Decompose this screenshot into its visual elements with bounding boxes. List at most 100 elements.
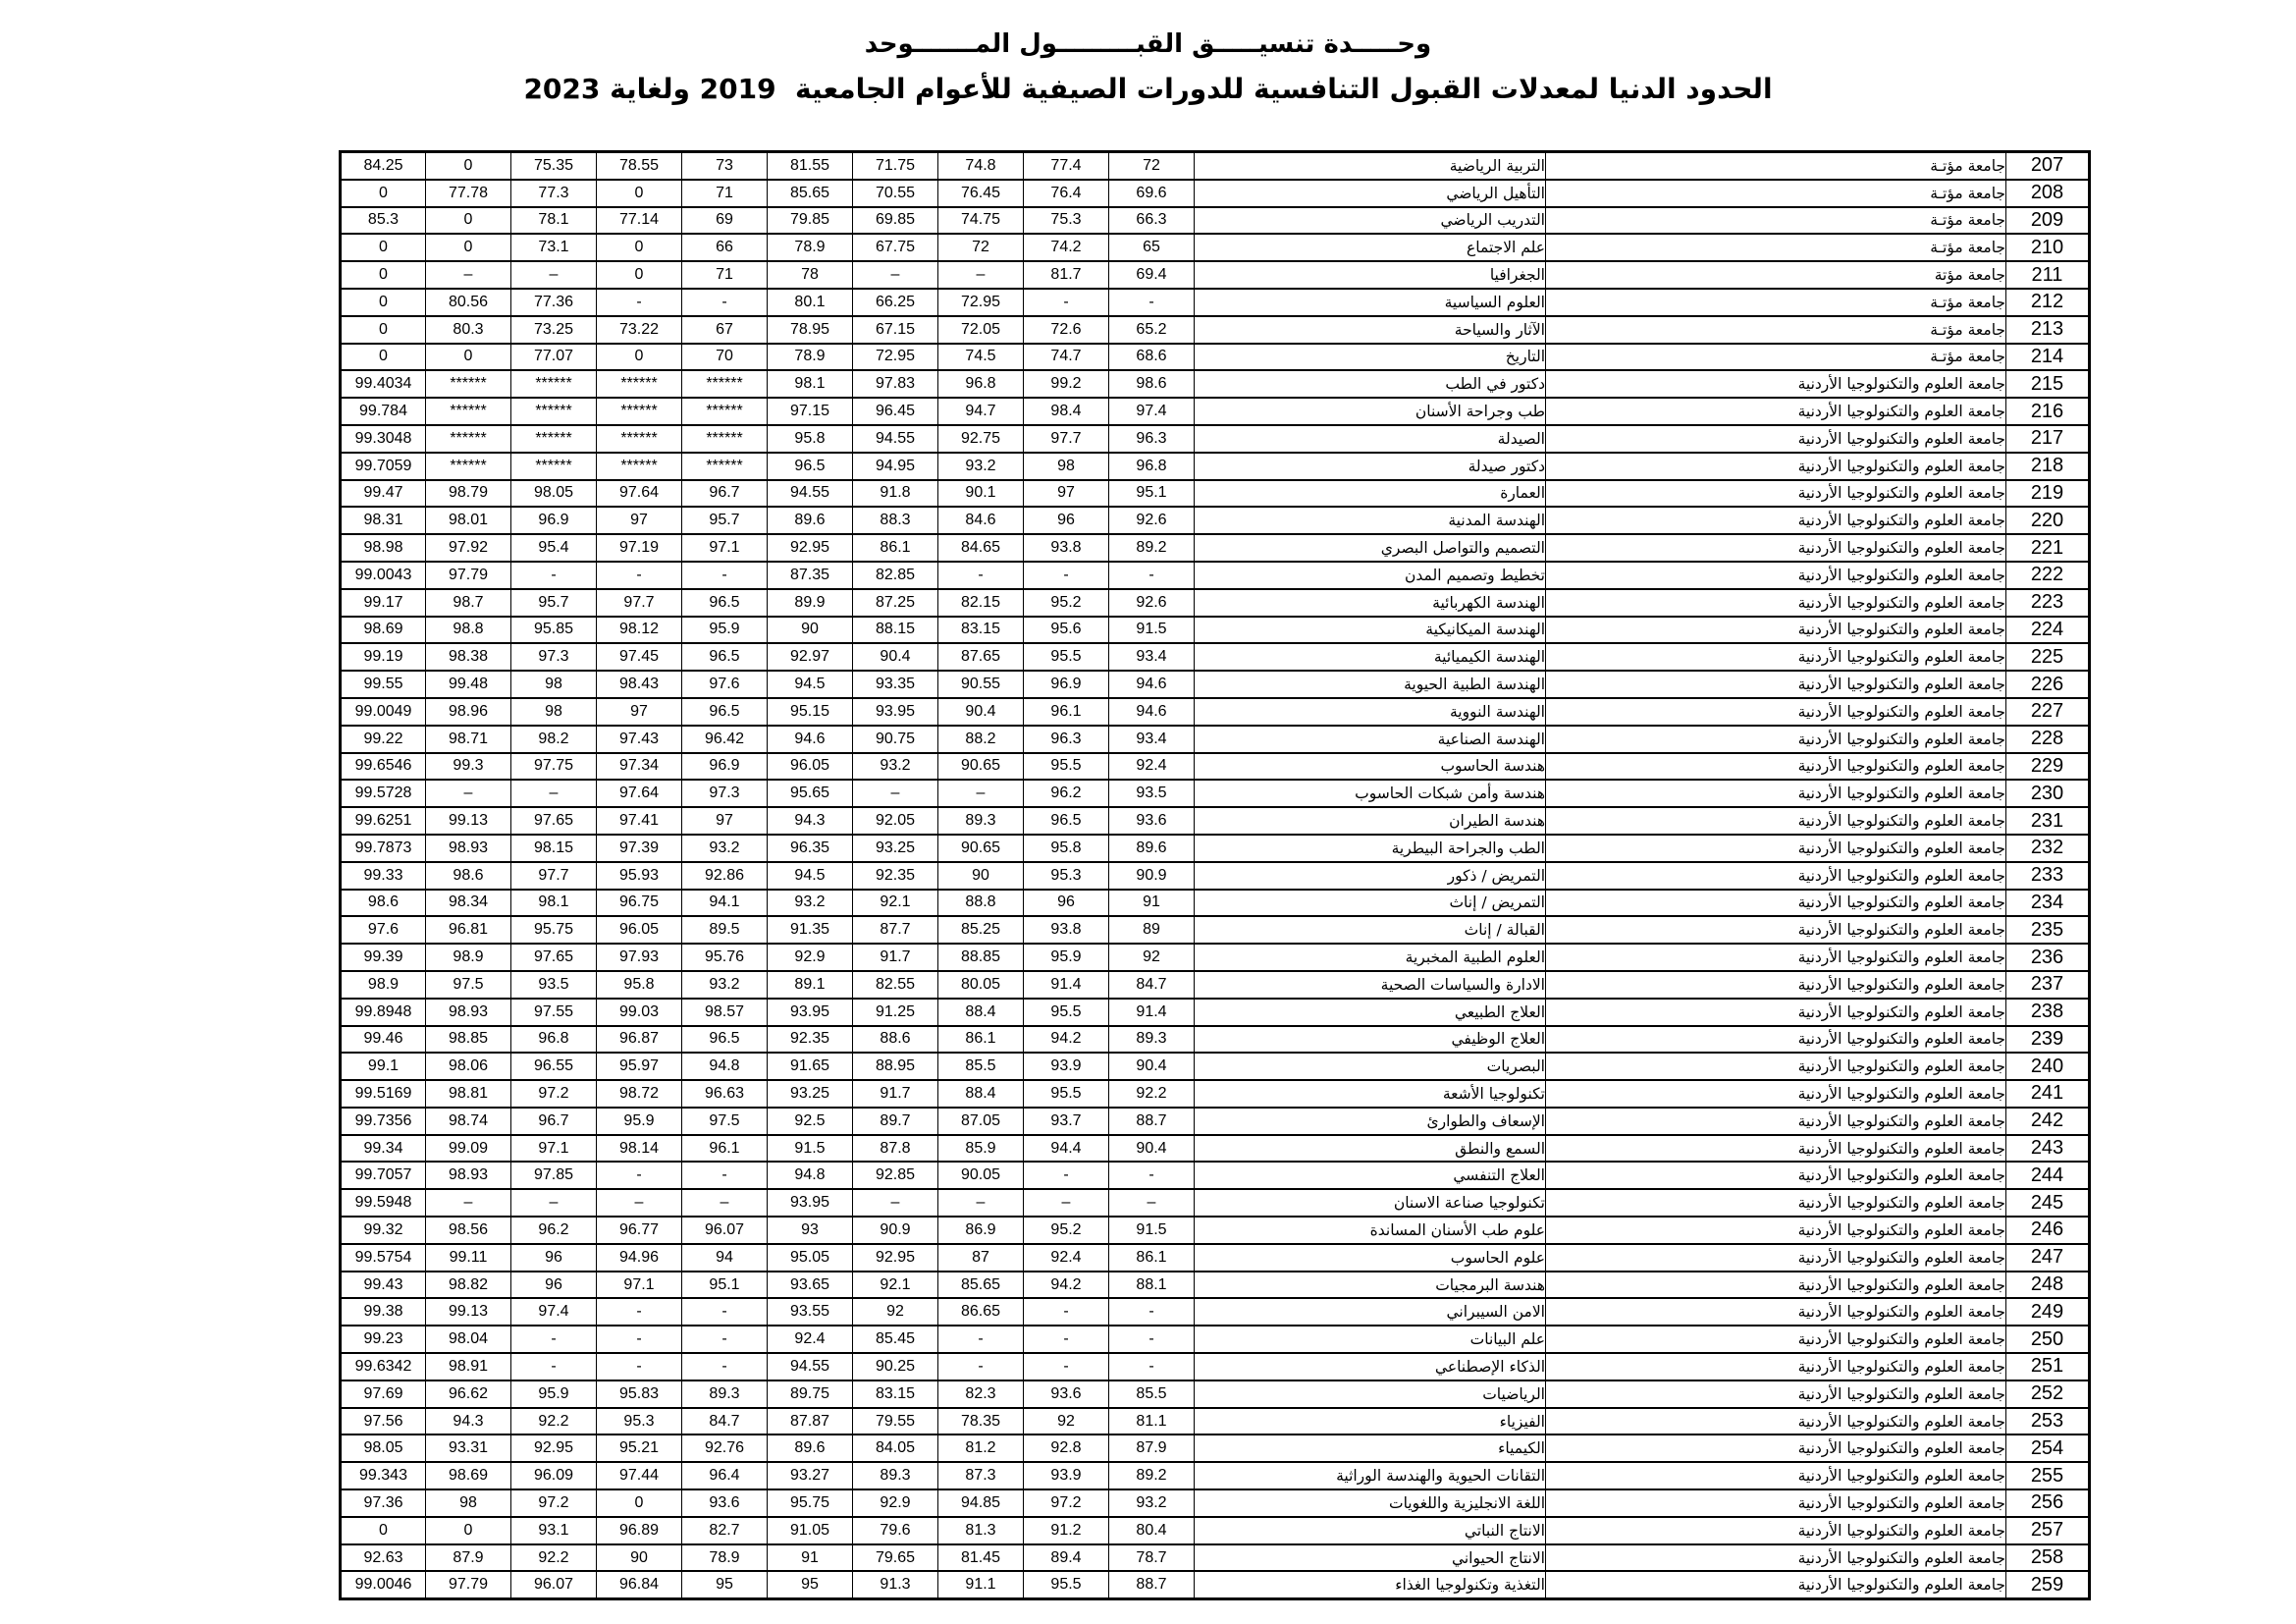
grade-cell: 99.1 (340, 1052, 426, 1082)
grade-cell: 96 (1023, 506, 1109, 536)
grade-cell: – (937, 260, 1024, 290)
program-cell: طب وجراحة الأسنان (1194, 397, 1546, 426)
grade-cell: 85.5 (937, 1052, 1024, 1082)
grade-cell: 91 (767, 1543, 853, 1573)
row-number-cell: 225 (2005, 642, 2090, 673)
program-cell: تكنولوجيا الأشعة (1194, 1079, 1546, 1109)
grade-cell: 88.15 (852, 615, 938, 645)
grade-cell: 96.3 (1023, 724, 1109, 754)
grade-cell: - (1108, 1325, 1195, 1355)
grade-cell: 69.6 (1108, 178, 1195, 208)
grade-cell: 97 (596, 506, 682, 536)
grade-cell: 90.9 (852, 1216, 938, 1245)
row-number-cell: 226 (2005, 670, 2090, 699)
table-row: 99.0046 97.79 96.07 96.84 95 95 91.3 91.1 95.5 88… (340, 1570, 2090, 1600)
grade-cell: 69 (681, 205, 768, 236)
row-number-cell: 256 (2005, 1489, 2090, 1518)
grade-cell: 98.05 (340, 1434, 426, 1464)
grade-cell: 92.9 (767, 943, 853, 972)
grade-cell: 95.9 (1023, 943, 1109, 972)
grade-cell: – (852, 779, 938, 809)
grade-cell: 96.5 (1023, 806, 1109, 836)
table-row: 0 0 73.1 0 66 78.9 67.75 72 74.2 65 علم الاجتماع جا… (340, 233, 2090, 263)
grade-cell: 90.4 (852, 642, 938, 673)
grade-cell: 93.2 (1108, 1489, 1195, 1518)
grade-cell: 97.3 (681, 779, 768, 809)
grade-cell: 81.7 (1023, 260, 1109, 290)
grade-cell: 95.2 (1023, 1216, 1109, 1245)
grade-cell: 97.7 (1023, 423, 1109, 454)
grade-cell: 98 (425, 1489, 511, 1518)
university-cell: جامعة العلوم والتكنولوجيا الأردنية (1545, 451, 2006, 481)
table-row: 99.38 99.13 97.4- -93.55 92 86.65- - الامن السي… (340, 1297, 2090, 1327)
grade-cell: 78 (767, 260, 853, 290)
grade-cell: 78.35 (937, 1406, 1024, 1436)
grade-cell: 81.55 (767, 150, 853, 181)
grade-cell: 91.8 (852, 478, 938, 509)
grade-cell: 91.5 (767, 1133, 853, 1164)
grade-cell: 98.71 (425, 724, 511, 754)
program-cell: الامن السيبراني (1194, 1297, 1546, 1327)
grade-cell: - (681, 287, 768, 317)
grade-cell: 99.3 (425, 751, 511, 782)
grade-cell: 93.35 (852, 670, 938, 699)
grade-cell: 92 (1108, 943, 1195, 972)
program-cell: الهندسة النووية (1194, 696, 1546, 727)
program-cell: هندسة الطيران (1194, 806, 1546, 836)
grade-cell: 85.9 (937, 1133, 1024, 1164)
table-row: 98.98 97.92 95.4 97.19 97.1 92.95 86.1 84.65 93.… (340, 533, 2090, 563)
grade-cell: - (681, 1297, 768, 1327)
grade-cell: ****** (510, 369, 597, 400)
grade-cell: - (1023, 1161, 1109, 1191)
grade-cell: 95.4 (510, 533, 597, 563)
grade-cell: 93.95 (767, 997, 853, 1027)
grade-cell: 89.2 (1108, 1461, 1195, 1491)
grade-cell: 92.97 (767, 642, 853, 673)
row-number-cell: 233 (2005, 860, 2090, 891)
grade-cell: 99.6251 (340, 806, 426, 836)
row-number-cell: 242 (2005, 1106, 2090, 1136)
university-cell: جامعة العلوم والتكنولوجيا الأردنية (1545, 696, 2006, 727)
grade-cell: – (681, 1188, 768, 1218)
grade-cell: 99.0049 (340, 696, 426, 727)
grade-cell: - (1023, 287, 1109, 317)
grade-cell: 97.65 (510, 943, 597, 972)
university-cell: جامعة العلوم والتكنولوجيا الأردنية (1545, 1406, 2006, 1436)
grade-cell: 98.93 (425, 1161, 511, 1191)
grade-cell: 97.4 (510, 1297, 597, 1327)
row-number-cell: 211 (2005, 260, 2090, 290)
grade-cell: - (937, 1352, 1024, 1381)
grade-cell: 97.6 (340, 915, 426, 946)
grade-cell: 79.55 (852, 1406, 938, 1436)
grade-cell: 98.15 (510, 833, 597, 863)
grade-cell: 96.77 (596, 1216, 682, 1245)
grade-cell: 85.25 (937, 915, 1024, 946)
grade-cell: 99.09 (425, 1133, 511, 1164)
grade-cell: 95 (681, 1570, 768, 1600)
grade-cell: 90.55 (937, 670, 1024, 699)
university-cell: جامعة العلوم والتكنولوجيا الأردنية (1545, 1052, 2006, 1082)
grade-cell: 90 (937, 860, 1024, 891)
grade-cell: 90 (767, 615, 853, 645)
grade-cell: 97.7 (510, 860, 597, 891)
grade-cell: 88.2 (937, 724, 1024, 754)
grade-cell: 92.4 (1108, 751, 1195, 782)
grade-cell: 89.2 (1108, 533, 1195, 563)
university-cell: جامعة العلوم والتكنولوجيا الأردنية (1545, 1297, 2006, 1327)
grade-cell: 98.1 (767, 369, 853, 400)
grade-cell: 95.75 (767, 1489, 853, 1518)
grade-cell: 94.4 (1023, 1133, 1109, 1164)
table-row: 0 80.3 73.25 73.22 67 78.95 67.15 72.05 72.6 65.2… (340, 314, 2090, 345)
grade-cell: 94.8 (681, 1052, 768, 1082)
grade-cell: 91.65 (767, 1052, 853, 1082)
grade-cell: 93.25 (767, 1079, 853, 1109)
grade-cell: 99.7873 (340, 833, 426, 863)
university-cell: جامعة العلوم والتكنولوجيا الأردنية (1545, 587, 2006, 618)
table-row: 85.3 0 78.1 77.14 69 79.85 69.85 74.75 75.3 66.3 ا… (340, 205, 2090, 236)
grade-cell: 98.93 (425, 833, 511, 863)
grade-cell: 98.04 (425, 1325, 511, 1355)
grade-cell: 92.95 (767, 533, 853, 563)
grade-cell: 95.76 (681, 943, 768, 972)
row-number-cell: 234 (2005, 888, 2090, 918)
grade-cell: 91.7 (852, 943, 938, 972)
